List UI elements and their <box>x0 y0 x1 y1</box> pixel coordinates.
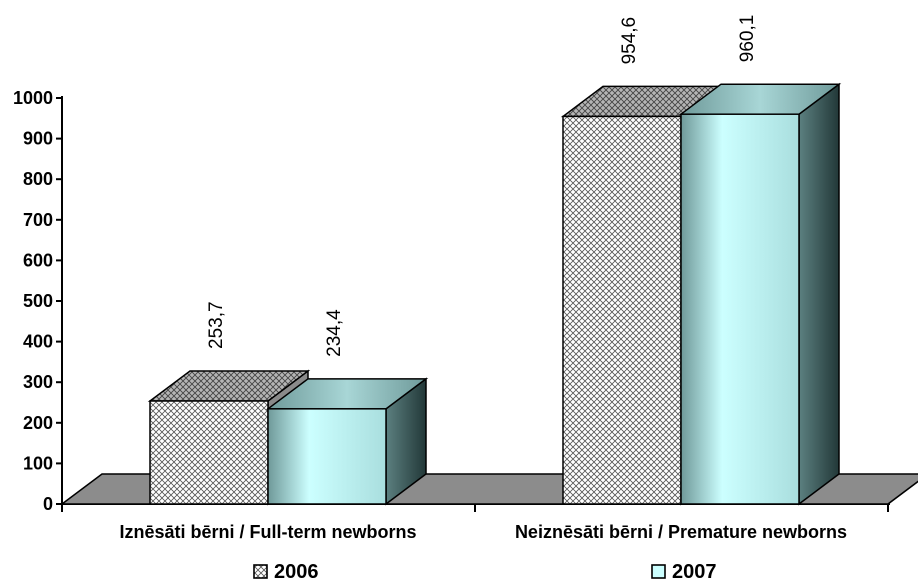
bar-2007-1 <box>678 82 842 506</box>
data-label: 960,1 <box>737 15 758 63</box>
bar-front-2007 <box>267 408 387 505</box>
data-label: 253,7 <box>206 301 227 349</box>
y-tick-label: 800 <box>23 169 53 189</box>
data-labels: 253,7 234,4 954,6 960,1 <box>206 15 758 357</box>
y-tick-label: 300 <box>23 372 53 392</box>
legend-label: 2006 <box>274 561 319 583</box>
y-tick-label: 700 <box>23 210 53 230</box>
legend: 2006 2007 <box>253 561 717 583</box>
category-label: Neiznēsāti bērni / Premature newborns <box>515 522 847 542</box>
data-label: 234,4 <box>324 309 345 357</box>
legend-item: 2006 <box>253 561 319 583</box>
y-tick-label: 1000 <box>13 88 53 108</box>
legend-item: 2007 <box>651 561 717 583</box>
bar-front-2006 <box>562 115 682 505</box>
y-tick-label: 500 <box>23 291 53 311</box>
y-tick-label: 900 <box>23 129 53 149</box>
y-tick-label: 0 <box>43 494 53 514</box>
y-tick-label: 200 <box>23 413 53 433</box>
y-axis: 0 100 200 300 400 500 600 700 800 900 1000 <box>13 88 890 514</box>
bars <box>147 82 842 506</box>
y-tick-label: 400 <box>23 332 53 352</box>
y-tick-label: 100 <box>23 453 53 473</box>
bar-side-2007 <box>798 82 840 506</box>
legend-label: 2007 <box>672 561 717 583</box>
bar-front-2006 <box>149 400 269 505</box>
y-tick-label: 600 <box>23 250 53 270</box>
legend-swatch <box>651 564 666 579</box>
data-label: 954,6 <box>619 17 640 65</box>
legend-swatch <box>253 564 268 579</box>
x-axis-labels: Iznēsāti bērni / Full-term newborns Neizn… <box>119 522 847 542</box>
bar-front-2007 <box>680 113 800 505</box>
category-label: Iznēsāti bērni / Full-term newborns <box>119 522 416 542</box>
bar-2007-0 <box>265 377 429 506</box>
